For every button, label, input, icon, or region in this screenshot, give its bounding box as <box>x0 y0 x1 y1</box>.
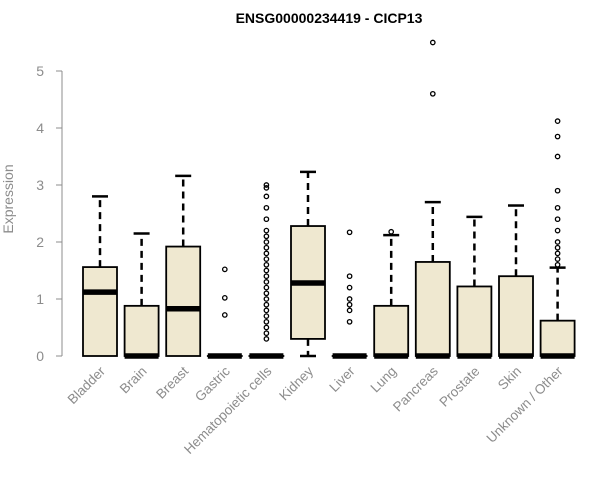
outlier-point <box>554 133 561 140</box>
y-tick-label: 0 <box>36 348 44 364</box>
outlier-point <box>554 216 561 223</box>
x-tick-label: Prostate <box>436 364 482 410</box>
x-tick-label: Skin <box>495 364 524 393</box>
outlier-point <box>263 279 270 285</box>
box-7 <box>331 229 368 359</box>
outlier-point <box>221 266 228 273</box>
box-iqr <box>456 285 493 357</box>
outlier-point <box>429 39 436 46</box>
outlier-point <box>554 204 561 211</box>
outlier-point <box>388 228 395 235</box>
box-iqr <box>82 266 118 357</box>
x-tick-label: Bladder <box>65 363 109 407</box>
box-11 <box>498 204 534 359</box>
outlier-point <box>263 244 270 251</box>
box-4 <box>206 266 243 359</box>
outlier-point <box>263 216 270 223</box>
box-1 <box>82 195 118 357</box>
outlier-point <box>554 250 561 257</box>
box-iqr <box>165 245 202 357</box>
x-tick-label: Breast <box>153 363 191 401</box>
outlier-point <box>263 290 270 297</box>
chart-title: ENSG00000234419 - CICP13 <box>236 10 423 26</box>
box-iqr <box>539 319 576 357</box>
outlier-point <box>221 295 228 301</box>
outlier-point <box>554 261 561 268</box>
outlier-point <box>263 330 270 337</box>
outlier-point <box>221 312 228 318</box>
x-tick-label: Pancreas <box>390 363 441 414</box>
outlier-point <box>263 193 270 200</box>
box-iqr <box>414 261 451 357</box>
outlier-point <box>263 324 270 331</box>
y-axis-label: Expression <box>0 164 16 233</box>
outlier-point <box>346 296 353 302</box>
box-6 <box>290 170 326 358</box>
outlier-point <box>263 273 270 280</box>
y-tick-label: 3 <box>36 177 44 193</box>
outlier-point <box>554 153 561 160</box>
outlier-point <box>554 256 561 262</box>
box-8 <box>373 228 410 359</box>
outlier-point <box>346 307 353 314</box>
outlier-point <box>263 227 270 234</box>
box-iqr <box>123 304 160 357</box>
outlier-point <box>346 318 353 325</box>
box-9 <box>414 39 451 359</box>
outlier-point <box>263 307 270 314</box>
outlier-point <box>554 227 561 234</box>
outlier-point <box>263 336 270 342</box>
outlier-point <box>554 187 561 194</box>
outlier-point <box>263 204 270 211</box>
outlier-point <box>554 244 561 251</box>
box-iqr <box>498 275 534 357</box>
outlier-point <box>554 118 561 125</box>
outlier-point <box>263 313 270 319</box>
outlier-point <box>346 229 353 236</box>
y-axis: 0 1 2 3 4 5 <box>36 63 63 364</box>
x-tick-label: Brain <box>117 364 150 397</box>
outlier-point <box>346 273 353 280</box>
x-tick-label: Lung <box>367 364 399 396</box>
y-tick-label: 2 <box>36 234 44 250</box>
outlier-point <box>263 250 270 257</box>
box-10 <box>456 215 493 359</box>
box-12 <box>539 118 576 359</box>
outlier-point <box>263 267 270 274</box>
outlier-point <box>346 301 353 308</box>
outlier-point <box>263 296 270 302</box>
x-tick-label: Kidney <box>276 363 316 403</box>
outlier-point <box>263 185 270 191</box>
y-tick-label: 1 <box>36 291 44 307</box>
x-tick-label: Unknown / Other <box>483 363 566 446</box>
outlier-point <box>429 90 436 97</box>
box-5 <box>248 182 285 359</box>
outlier-point <box>263 182 270 188</box>
outlier-point <box>263 318 270 325</box>
outlier-point <box>263 239 270 245</box>
outlier-point <box>263 233 270 240</box>
box-2 <box>123 232 160 359</box>
outlier-point <box>346 284 353 291</box>
box-iqr <box>373 304 410 357</box>
x-tick-label: Liver <box>326 363 358 395</box>
box-3 <box>165 174 202 357</box>
y-tick-label: 4 <box>36 120 44 136</box>
outlier-point <box>263 261 270 268</box>
boxes-group <box>82 39 576 359</box>
outlier-point <box>263 301 270 308</box>
outlier-point <box>263 256 270 262</box>
y-tick-label: 5 <box>36 63 44 79</box>
outlier-point <box>263 284 270 291</box>
outlier-point <box>554 239 561 245</box>
x-tick-label: Gastric <box>192 363 233 404</box>
